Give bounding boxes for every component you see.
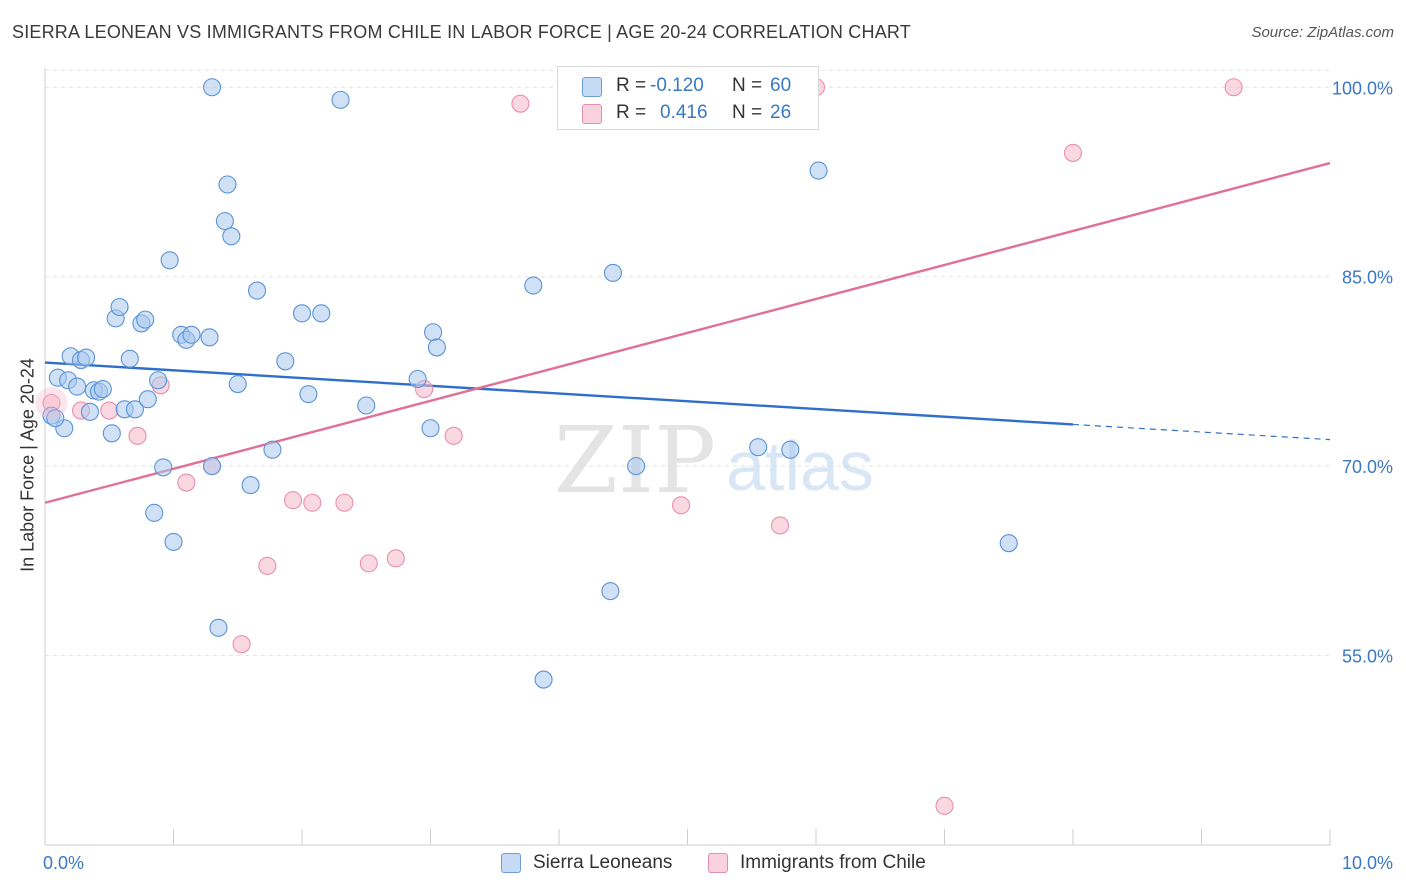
point-sierra-leonean bbox=[603, 263, 623, 282]
point-sierra-leonean bbox=[222, 227, 241, 246]
point-sierra-leonean bbox=[241, 476, 260, 495]
point-sierra-leonean bbox=[120, 349, 139, 368]
point-sierra-leonean bbox=[93, 380, 112, 399]
y-tick-label: 100.0% bbox=[1332, 78, 1393, 98]
point-sierra-leonean bbox=[427, 338, 446, 357]
point-chile bbox=[232, 635, 251, 654]
point-chile bbox=[258, 556, 277, 575]
point-chile bbox=[303, 493, 322, 512]
trend-line-extension-0 bbox=[1072, 423, 1331, 441]
legend-r-label: R = bbox=[616, 75, 647, 96]
trend-line-0 bbox=[44, 361, 1074, 426]
point-chile bbox=[770, 516, 790, 535]
point-sierra-leonean bbox=[218, 175, 237, 194]
point-sierra-leonean bbox=[999, 534, 1018, 553]
point-chile bbox=[935, 796, 954, 815]
point-sierra-leonean bbox=[809, 161, 828, 180]
legend-r-value: 0.416 bbox=[660, 102, 708, 123]
point-sierra-leonean bbox=[215, 212, 234, 231]
point-sierra-leonean bbox=[164, 532, 183, 551]
point-chile bbox=[100, 401, 119, 420]
legend-n-label: N = bbox=[732, 75, 763, 96]
gridlines bbox=[45, 69, 1330, 657]
trend-lines bbox=[44, 161, 1331, 504]
legend-n-value: 26 bbox=[770, 102, 792, 123]
trend-line-1 bbox=[44, 161, 1331, 504]
legend-swatch-blue bbox=[582, 77, 602, 97]
point-sierra-leonean bbox=[247, 281, 267, 300]
point-chile bbox=[511, 94, 530, 113]
point-sierra-leonean bbox=[145, 503, 164, 522]
point-chile bbox=[359, 554, 378, 573]
point-sierra-leonean bbox=[149, 371, 168, 390]
point-sierra-leonean bbox=[408, 369, 427, 389]
point-chile bbox=[283, 491, 303, 510]
source-label: Source: ZipAtlas.com bbox=[1251, 24, 1394, 41]
point-sierra-leonean bbox=[102, 424, 121, 443]
point-sierra-leonean bbox=[331, 90, 350, 109]
y-tick-label: 85.0% bbox=[1342, 268, 1393, 288]
point-sierra-leonean bbox=[357, 396, 376, 415]
legend-n-label: N = bbox=[732, 102, 763, 123]
point-sierra-leonean bbox=[276, 352, 295, 371]
chart-title: SIERRA LEONEAN VS IMMIGRANTS FROM CHILE … bbox=[12, 22, 911, 42]
point-sierra-leonean bbox=[263, 440, 282, 459]
legend-n-value: 60 bbox=[770, 75, 792, 96]
point-sierra-leonean bbox=[601, 582, 620, 601]
point-sierra-leonean bbox=[749, 438, 768, 457]
point-chile bbox=[672, 496, 691, 515]
point-sierra-leonean bbox=[203, 78, 222, 97]
legend-swatch-pink bbox=[582, 104, 602, 124]
y-tick-label: 55.0% bbox=[1342, 647, 1393, 667]
legend-swatch-pink bbox=[708, 853, 728, 873]
point-sierra-leonean bbox=[136, 310, 155, 329]
tick-labels: 55.0% 70.0% 85.0% 100.0% 0.0% 10.0% bbox=[43, 78, 1393, 873]
point-sierra-leonean bbox=[781, 440, 800, 459]
point-sierra-leonean bbox=[228, 374, 247, 394]
y-axis-label: In Labor Force | Age 20-24 bbox=[17, 358, 38, 572]
point-sierra-leonean bbox=[534, 670, 553, 689]
axes bbox=[44, 68, 1331, 846]
point-chile bbox=[1063, 143, 1083, 162]
point-chile-cluster bbox=[35, 386, 68, 419]
point-sierra-leonean bbox=[524, 276, 543, 295]
point-sierra-leonean bbox=[200, 328, 219, 347]
point-sierra-leonean bbox=[421, 419, 440, 438]
point-sierra-leonean bbox=[68, 377, 87, 396]
point-chile bbox=[335, 493, 354, 512]
point-sierra-leonean bbox=[424, 323, 443, 342]
point-sierra-leonean bbox=[160, 251, 179, 270]
point-sierra-leonean bbox=[292, 304, 312, 323]
legend-label: Immigrants from Chile bbox=[740, 852, 926, 873]
point-sierra-leonean bbox=[627, 457, 646, 476]
point-sierra-leonean bbox=[80, 402, 100, 421]
legend-swatch-blue bbox=[501, 853, 521, 873]
point-sierra-leonean bbox=[138, 390, 157, 409]
legend-label: Sierra Leoneans bbox=[533, 852, 673, 873]
point-sierra-leonean bbox=[154, 458, 173, 477]
x-tick-label: 0.0% bbox=[43, 853, 84, 873]
point-chile bbox=[128, 426, 147, 445]
point-sierra-leonean bbox=[46, 409, 65, 428]
point-chile bbox=[444, 426, 463, 445]
point-sierra-leonean bbox=[203, 457, 222, 476]
watermark-atlas: atlas bbox=[726, 427, 874, 505]
point-chile bbox=[177, 473, 196, 492]
point-chile bbox=[386, 549, 405, 568]
point-sierra-leonean bbox=[209, 618, 228, 637]
point-sierra-leonean bbox=[182, 325, 201, 344]
stats-legend: R = -0.120 N = 60 R = 0.416 N = 26 bbox=[557, 66, 819, 130]
legend-r-value: -0.120 bbox=[650, 75, 704, 96]
point-chile bbox=[1224, 78, 1243, 97]
point-sierra-leonean bbox=[312, 304, 331, 323]
legend-r-label: R = bbox=[616, 102, 647, 123]
point-sierra-leonean bbox=[110, 297, 129, 317]
point-sierra-leonean bbox=[125, 400, 144, 419]
point-sierra-leonean bbox=[299, 385, 318, 404]
x-tick-label: 10.0% bbox=[1342, 853, 1393, 873]
point-sierra-leonean bbox=[77, 348, 96, 367]
y-tick-label: 70.0% bbox=[1342, 457, 1393, 477]
series-legend: Sierra Leoneans Immigrants from Chile bbox=[0, 852, 1406, 878]
